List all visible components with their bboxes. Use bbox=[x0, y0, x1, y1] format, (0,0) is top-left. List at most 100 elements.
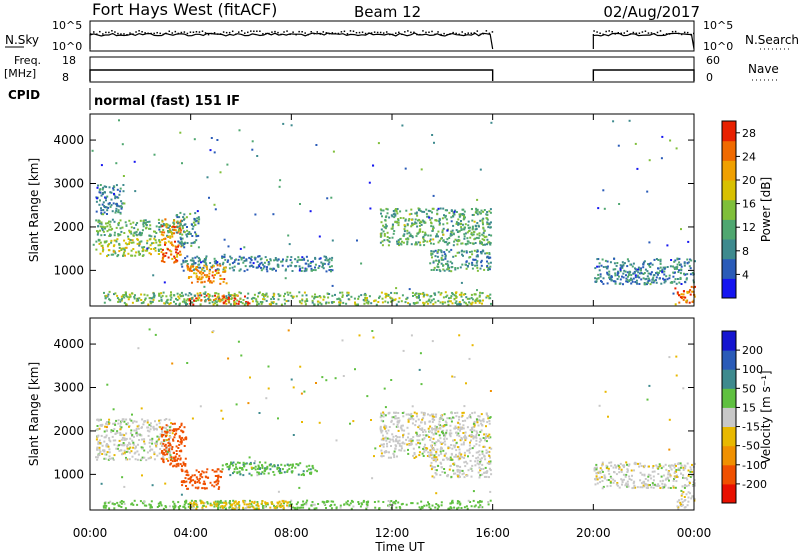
data-cell bbox=[109, 202, 111, 204]
data-cell bbox=[639, 463, 641, 465]
data-cell bbox=[398, 241, 400, 243]
data-cell bbox=[207, 293, 209, 295]
data-cell bbox=[97, 231, 99, 233]
data-cell bbox=[131, 242, 133, 244]
nsearch-dot bbox=[350, 30, 352, 32]
data-cell bbox=[486, 214, 488, 216]
data-cell bbox=[161, 251, 163, 253]
noise-cell bbox=[403, 350, 405, 352]
data-cell bbox=[480, 212, 482, 214]
nsearch-dot bbox=[187, 33, 189, 35]
data-cell bbox=[120, 188, 122, 190]
data-cell bbox=[182, 261, 184, 263]
data-cell bbox=[686, 300, 688, 302]
data-cell bbox=[284, 293, 286, 295]
data-cell bbox=[381, 221, 383, 223]
data-cell bbox=[145, 459, 147, 461]
data-cell bbox=[165, 295, 167, 297]
data-cell bbox=[461, 250, 463, 252]
data-cell bbox=[437, 266, 439, 268]
data-cell bbox=[481, 303, 483, 305]
data-cell bbox=[381, 232, 383, 234]
data-cell bbox=[121, 503, 123, 505]
data-cell bbox=[674, 268, 676, 270]
data-cell bbox=[107, 451, 109, 453]
data-cell bbox=[165, 448, 167, 450]
data-cell bbox=[288, 465, 290, 467]
data-cell bbox=[167, 236, 169, 238]
data-cell bbox=[473, 231, 475, 233]
data-cell bbox=[291, 262, 293, 264]
data-cell bbox=[663, 274, 665, 276]
data-cell bbox=[184, 257, 186, 259]
data-cell bbox=[230, 303, 232, 305]
data-cell bbox=[190, 276, 192, 278]
data-cell bbox=[216, 261, 218, 263]
nsearch-dot bbox=[687, 32, 689, 34]
data-cell bbox=[490, 500, 492, 502]
data-cell bbox=[177, 440, 179, 442]
nsearch-dot bbox=[99, 31, 101, 33]
data-cell bbox=[385, 440, 387, 442]
nsearch-dot bbox=[166, 33, 168, 35]
data-cell bbox=[399, 420, 401, 422]
data-cell bbox=[421, 429, 423, 431]
data-cell bbox=[183, 246, 185, 248]
data-cell bbox=[444, 216, 446, 218]
data-cell bbox=[481, 464, 483, 466]
data-cell bbox=[414, 294, 416, 296]
data-cell bbox=[284, 303, 286, 305]
data-cell bbox=[310, 468, 312, 470]
data-cell bbox=[121, 426, 123, 428]
data-cell bbox=[407, 237, 409, 239]
data-cell bbox=[484, 253, 486, 255]
data-cell bbox=[306, 300, 308, 302]
data-cell bbox=[420, 221, 422, 223]
data-cell bbox=[471, 220, 473, 222]
nsearch-dot bbox=[120, 33, 122, 35]
data-cell bbox=[360, 294, 362, 296]
data-cell bbox=[366, 297, 368, 299]
data-cell bbox=[431, 222, 433, 224]
data-cell bbox=[632, 266, 634, 268]
data-cell bbox=[100, 242, 102, 244]
data-cell bbox=[457, 218, 459, 220]
data-cell bbox=[466, 475, 468, 477]
data-cell bbox=[681, 465, 683, 467]
data-cell bbox=[479, 302, 481, 304]
data-cell bbox=[105, 507, 107, 509]
data-cell bbox=[267, 296, 269, 298]
data-cell bbox=[439, 222, 441, 224]
data-cell bbox=[315, 269, 317, 271]
noise-cell bbox=[200, 405, 202, 407]
data-cell bbox=[440, 302, 442, 304]
data-cell bbox=[433, 243, 435, 245]
data-cell bbox=[158, 249, 160, 251]
data-cell bbox=[418, 419, 420, 421]
data-cell bbox=[398, 421, 400, 423]
data-cell bbox=[244, 503, 246, 505]
data-cell bbox=[195, 487, 197, 489]
data-cell bbox=[682, 474, 684, 476]
data-cell bbox=[633, 263, 635, 265]
data-cell bbox=[472, 268, 474, 270]
data-cell bbox=[114, 232, 116, 234]
data-cell bbox=[324, 256, 326, 258]
data-cell bbox=[393, 416, 395, 418]
data-cell bbox=[125, 295, 127, 297]
data-cell bbox=[475, 299, 477, 301]
data-cell bbox=[606, 465, 608, 467]
data-cell bbox=[476, 430, 478, 432]
data-cell bbox=[621, 484, 623, 486]
data-cell bbox=[138, 251, 140, 253]
data-cell bbox=[192, 304, 194, 306]
data-cell bbox=[253, 262, 255, 264]
data-cell bbox=[434, 466, 436, 468]
data-cell bbox=[388, 430, 390, 432]
data-cell bbox=[358, 296, 360, 298]
data-cell bbox=[606, 272, 608, 274]
data-cell bbox=[388, 451, 390, 453]
data-cell bbox=[187, 242, 189, 244]
data-cell bbox=[100, 209, 102, 211]
cpid-label: CPID bbox=[8, 88, 40, 102]
